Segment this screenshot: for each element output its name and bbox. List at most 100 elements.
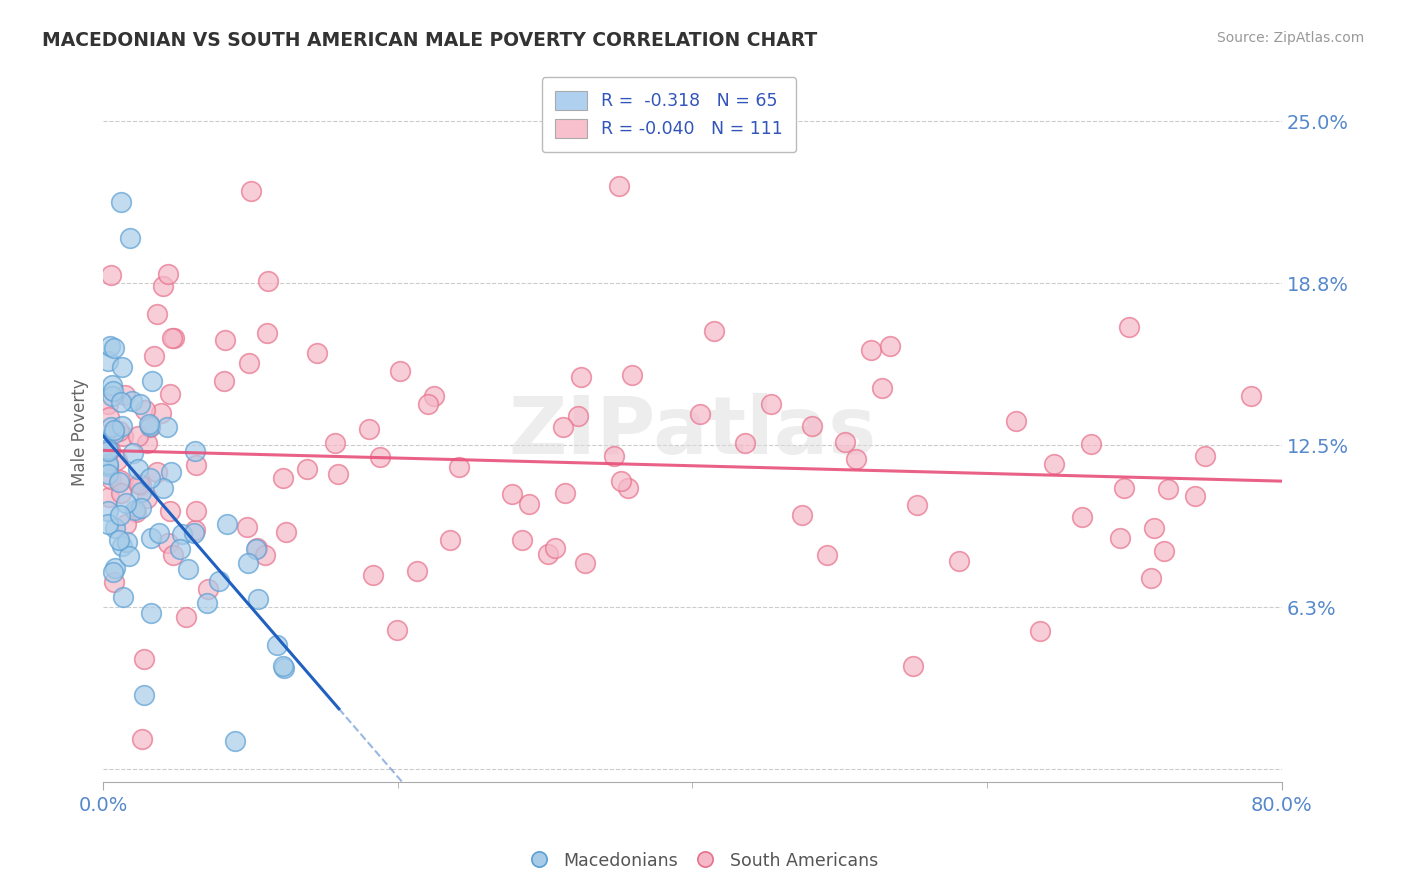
Point xyxy=(146,466,169,480)
Point xyxy=(111,429,134,443)
Point xyxy=(759,397,782,411)
Point xyxy=(110,194,132,209)
Point xyxy=(139,471,162,485)
Point xyxy=(127,462,149,476)
Point xyxy=(111,419,134,434)
Point xyxy=(447,460,470,475)
Point xyxy=(1114,481,1136,495)
Point xyxy=(326,467,349,482)
Point xyxy=(129,396,152,410)
Point xyxy=(139,419,162,434)
Point xyxy=(1184,489,1206,503)
Point xyxy=(128,476,150,491)
Point xyxy=(1029,624,1052,638)
Point xyxy=(115,516,138,531)
Point xyxy=(266,639,288,653)
Point xyxy=(152,481,174,495)
Point xyxy=(905,498,928,512)
Point xyxy=(114,388,136,402)
Point xyxy=(554,486,576,500)
Point xyxy=(215,516,238,531)
Point xyxy=(104,561,127,575)
Point xyxy=(118,231,141,245)
Point xyxy=(131,731,153,746)
Point xyxy=(517,497,540,511)
Point xyxy=(1140,571,1163,585)
Point xyxy=(214,334,236,348)
Point xyxy=(1005,414,1028,428)
Point xyxy=(96,467,118,482)
Point xyxy=(903,658,925,673)
Point xyxy=(1109,531,1132,545)
Point xyxy=(834,435,856,450)
Point xyxy=(1118,320,1140,334)
Point xyxy=(110,395,132,409)
Point xyxy=(101,565,124,579)
Point xyxy=(115,496,138,510)
Point xyxy=(160,331,183,345)
Point xyxy=(240,184,263,198)
Point xyxy=(103,384,125,399)
Point xyxy=(423,389,446,403)
Point xyxy=(845,451,868,466)
Point xyxy=(141,531,163,545)
Point xyxy=(236,556,259,570)
Point xyxy=(238,356,260,370)
Point xyxy=(176,610,198,624)
Point xyxy=(616,482,638,496)
Point xyxy=(129,501,152,516)
Point xyxy=(97,354,120,368)
Point xyxy=(273,661,295,675)
Point xyxy=(141,374,163,388)
Point xyxy=(567,409,589,423)
Point xyxy=(1153,543,1175,558)
Point xyxy=(208,574,231,588)
Legend: R =  -0.318   N = 65, R = -0.040   N = 111: R = -0.318 N = 65, R = -0.040 N = 111 xyxy=(541,78,796,153)
Point xyxy=(879,339,901,353)
Point xyxy=(537,547,560,561)
Point xyxy=(131,484,153,499)
Point xyxy=(108,508,131,522)
Point xyxy=(162,548,184,562)
Point xyxy=(122,445,145,459)
Y-axis label: Male Poverty: Male Poverty xyxy=(72,378,89,486)
Point xyxy=(107,475,129,489)
Point xyxy=(127,428,149,442)
Point xyxy=(1071,510,1094,524)
Point xyxy=(98,339,121,353)
Point xyxy=(138,419,160,434)
Point xyxy=(257,274,280,288)
Point xyxy=(143,349,166,363)
Point xyxy=(96,457,118,471)
Point xyxy=(139,606,162,620)
Point xyxy=(224,734,246,748)
Point xyxy=(1240,389,1263,403)
Point xyxy=(236,520,259,534)
Point xyxy=(108,473,131,487)
Point xyxy=(112,590,135,604)
Point xyxy=(124,506,146,520)
Point xyxy=(160,465,183,479)
Point xyxy=(609,474,631,488)
Point xyxy=(104,521,127,535)
Point xyxy=(111,359,134,374)
Point xyxy=(569,369,592,384)
Point xyxy=(273,471,295,485)
Point xyxy=(98,410,121,425)
Point xyxy=(183,526,205,541)
Point xyxy=(439,533,461,548)
Point xyxy=(115,534,138,549)
Point xyxy=(689,407,711,421)
Point xyxy=(132,652,155,666)
Point xyxy=(607,179,630,194)
Point xyxy=(734,436,756,450)
Point xyxy=(132,688,155,702)
Point xyxy=(103,341,125,355)
Point xyxy=(388,364,411,378)
Point xyxy=(101,389,124,403)
Point xyxy=(96,442,118,456)
Point xyxy=(1143,520,1166,534)
Point xyxy=(98,490,121,504)
Point xyxy=(621,368,644,383)
Point xyxy=(156,267,179,281)
